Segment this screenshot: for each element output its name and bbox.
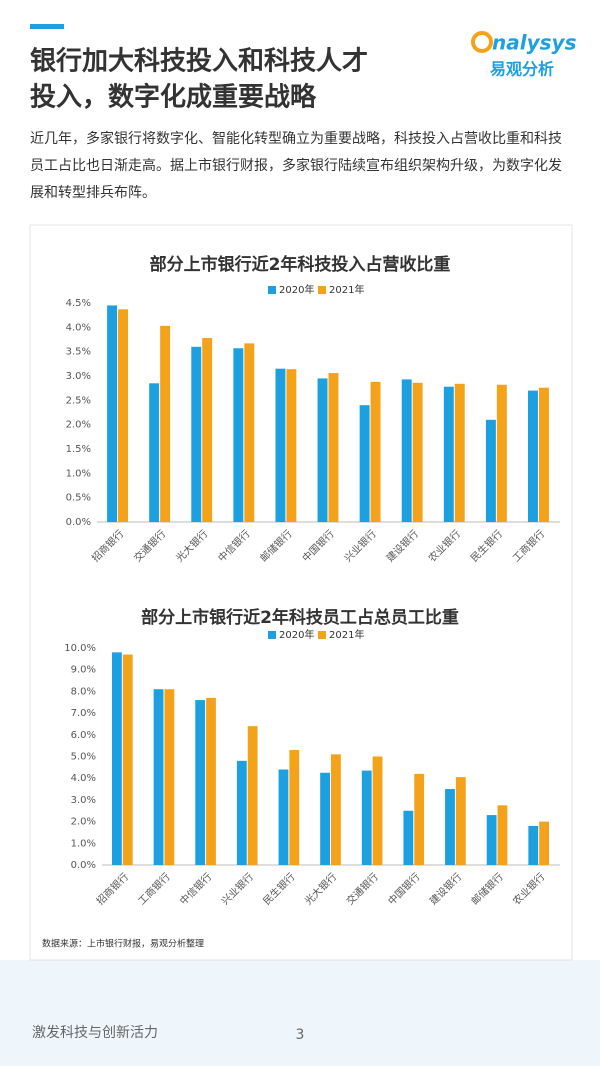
footer-band <box>0 960 600 1066</box>
y-tick-label: 0.5% <box>66 493 91 504</box>
bar <box>403 810 414 865</box>
y-tick-label: 2.0% <box>71 817 96 828</box>
bar <box>485 419 496 522</box>
y-tick-label: 10.0% <box>64 643 96 654</box>
y-tick-label: 5.0% <box>71 752 96 763</box>
bar <box>445 789 455 865</box>
bar <box>153 689 164 865</box>
bar <box>320 772 330 865</box>
legend-swatch <box>268 631 276 639</box>
chart-title: 部分上市银行近2年科技投入占营收比重 <box>150 254 451 275</box>
bar <box>164 689 175 865</box>
y-tick-label: 6.0% <box>71 730 96 741</box>
y-tick-label: 0.0% <box>66 517 91 528</box>
bar <box>247 726 258 865</box>
bar <box>454 383 465 522</box>
y-tick-label: 8.0% <box>71 686 96 697</box>
y-tick-label: 2.5% <box>66 395 91 406</box>
footer-text: 激发科技与创新活力 <box>32 1024 158 1041</box>
title-line: 银行加大科技投入和科技人才 <box>30 46 368 77</box>
bar <box>275 368 286 522</box>
bar <box>236 760 247 865</box>
y-tick-label: 3.5% <box>66 347 91 358</box>
bar <box>443 386 454 522</box>
logo-word: nalysys <box>492 31 577 55</box>
bar <box>289 749 300 865</box>
bar <box>107 305 118 522</box>
bar <box>286 369 297 522</box>
bar <box>149 383 160 522</box>
bar <box>195 700 206 865</box>
bar <box>401 379 412 522</box>
bar <box>497 805 508 865</box>
legend-label: 2020年 <box>279 283 314 296</box>
bar <box>361 770 372 865</box>
bar <box>528 390 538 522</box>
y-tick-label: 1.5% <box>66 444 91 455</box>
chart-title: 部分上市银行近2年科技员工占总员工比重 <box>141 607 459 628</box>
bar <box>191 346 202 522</box>
bar <box>455 777 466 865</box>
bar <box>111 652 122 865</box>
bar <box>370 381 381 522</box>
paragraph-box: 近几年，多家银行将数字化、智能化转型确立为重要战略，科技投入占营收比重和科技员工… <box>30 131 562 201</box>
bar <box>160 325 171 522</box>
y-tick-label: 3.0% <box>66 371 91 382</box>
legend-label: 2020年 <box>279 628 314 641</box>
logo-mark <box>471 31 493 53</box>
bar <box>414 773 425 865</box>
legend-swatch <box>318 631 326 639</box>
bar <box>118 309 128 522</box>
bar <box>244 343 255 522</box>
y-tick-label: 3.0% <box>71 795 96 806</box>
y-tick-label: 4.5% <box>66 298 91 309</box>
y-tick-label: 0.0% <box>71 860 96 871</box>
bar <box>122 654 133 865</box>
bar <box>233 348 244 522</box>
legend-swatch <box>318 286 326 294</box>
source-note: 数据来源：上市银行财报，易观分析整理 <box>42 938 204 950</box>
legend-label: 2021年 <box>329 628 364 641</box>
bar <box>412 382 423 522</box>
bar <box>331 754 341 865</box>
y-tick-label: 4.0% <box>66 322 91 333</box>
y-tick-label: 2.0% <box>66 420 91 431</box>
legend-label: 2021年 <box>329 283 364 296</box>
accent-bar <box>30 24 64 29</box>
y-tick-label: 4.0% <box>71 773 96 784</box>
logo-name: 易观分析 <box>490 60 554 79</box>
page-number: 3 <box>296 1027 305 1043</box>
y-tick-label: 1.0% <box>71 838 96 849</box>
bar <box>486 815 497 865</box>
bar <box>317 378 328 522</box>
y-tick-label: 9.0% <box>71 665 96 676</box>
bar <box>202 338 213 522</box>
bar <box>539 821 550 865</box>
bar <box>496 384 507 522</box>
y-tick-label: 7.0% <box>71 708 96 719</box>
bar <box>528 825 539 865</box>
bar <box>278 769 289 865</box>
paragraph: 近几年，多家银行将数字化、智能化转型确立为重要战略，科技投入占营收比重和科技员工… <box>30 131 562 201</box>
bar <box>372 756 383 865</box>
bar <box>206 697 216 865</box>
bar <box>538 387 549 522</box>
legend-swatch <box>268 286 276 294</box>
y-tick-label: 1.0% <box>66 468 91 479</box>
title-line: 投入，数字化成重要战略 <box>30 82 317 113</box>
bar <box>359 405 370 522</box>
bar <box>328 373 339 522</box>
